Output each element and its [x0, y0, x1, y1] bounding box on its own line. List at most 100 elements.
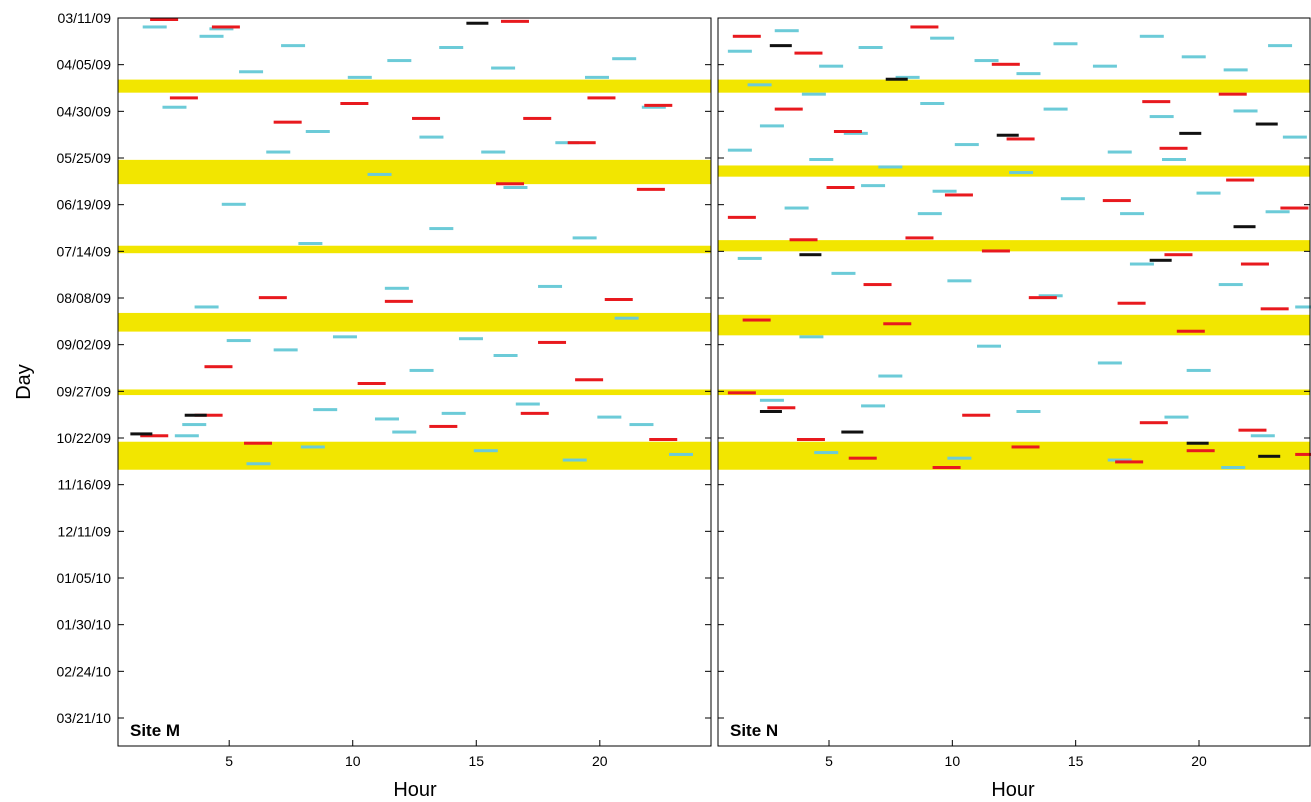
- cyan-mark: [727, 148, 752, 152]
- red-mark: [1115, 460, 1144, 464]
- cyan-mark: [1250, 434, 1275, 438]
- red-mark: [932, 466, 961, 469]
- red-mark: [244, 441, 273, 445]
- red-mark: [604, 298, 633, 301]
- cyan-mark: [861, 404, 886, 408]
- no-data-band: [118, 245, 711, 254]
- cyan-mark: [1043, 107, 1068, 111]
- red-mark: [944, 193, 973, 197]
- cyan-mark: [491, 66, 516, 70]
- red-mark: [1238, 428, 1267, 432]
- red-mark: [273, 120, 302, 124]
- red-mark: [826, 186, 855, 189]
- red-mark: [1159, 146, 1188, 150]
- panel-frame: [717, 17, 1311, 747]
- red-mark: [796, 438, 825, 441]
- black-mark: [130, 432, 153, 436]
- red-mark: [991, 62, 1020, 66]
- y-tick-label: 07/14/09: [57, 243, 112, 259]
- cyan-mark: [932, 189, 957, 193]
- black-mark: [841, 430, 864, 434]
- cyan-mark: [493, 354, 518, 357]
- x-tick-label: 5: [225, 753, 233, 769]
- red-mark: [357, 382, 386, 385]
- cyan-mark: [1016, 410, 1041, 413]
- black-mark: [769, 44, 792, 48]
- cyan-mark: [1233, 109, 1258, 113]
- cyan-mark: [612, 57, 637, 61]
- cyan-mark: [313, 408, 338, 412]
- y-axis-label: Day: [13, 364, 35, 400]
- y-tick-label: 11/16/09: [58, 477, 112, 493]
- cyan-mark: [629, 423, 654, 427]
- red-mark: [848, 456, 877, 460]
- cyan-mark: [737, 256, 762, 260]
- cyan-mark: [584, 75, 609, 79]
- y-tick-label: 06/19/09: [57, 197, 112, 213]
- red-mark: [1006, 137, 1035, 141]
- cyan-mark: [1282, 135, 1307, 139]
- red-mark: [169, 96, 198, 100]
- cyan-mark: [199, 34, 224, 38]
- cyan-mark: [174, 434, 199, 438]
- red-mark: [538, 340, 567, 344]
- cyan-mark: [1223, 68, 1248, 72]
- cyan-mark: [439, 46, 464, 49]
- no-data-band: [718, 314, 1310, 336]
- red-mark: [863, 283, 892, 287]
- cyan-mark: [759, 398, 784, 402]
- x-tick-label: 5: [825, 753, 833, 769]
- cyan-mark: [774, 29, 799, 33]
- cyan-mark: [458, 337, 483, 341]
- y-tick-label: 05/25/09: [57, 150, 112, 166]
- red-mark: [384, 299, 413, 303]
- red-mark: [1164, 253, 1193, 257]
- red-mark: [794, 51, 823, 55]
- red-mark: [211, 25, 240, 29]
- cyan-mark: [142, 25, 167, 29]
- red-mark: [1028, 296, 1057, 300]
- red-mark: [962, 413, 991, 417]
- y-tick-labels: 03/11/09 04/05/09 04/30/09 05/25/09 06/19/09…: [57, 10, 112, 726]
- cyan-mark: [555, 141, 580, 145]
- cyan-mark: [441, 411, 466, 415]
- cyan-mark: [1265, 210, 1290, 214]
- cyan-mark: [799, 335, 824, 339]
- red-mark: [727, 391, 756, 395]
- cyan-mark: [1016, 72, 1041, 76]
- cyan-mark: [1097, 361, 1122, 365]
- cyan-mark: [614, 316, 639, 320]
- red-mark: [412, 116, 441, 120]
- cyan-mark: [300, 445, 325, 449]
- red-mark: [905, 236, 934, 240]
- panel-background: [718, 18, 1310, 746]
- cyan-mark: [1107, 150, 1132, 154]
- x-tick-label: 10: [345, 753, 361, 769]
- cyan-mark: [1107, 458, 1132, 462]
- red-mark: [520, 411, 549, 415]
- red-mark: [883, 322, 912, 326]
- cyan-mark: [281, 44, 306, 48]
- cyan-mark: [947, 279, 972, 283]
- red-mark: [833, 130, 862, 133]
- red-mark: [523, 116, 552, 120]
- black-mark: [1186, 441, 1209, 445]
- cyan-mark: [801, 92, 826, 96]
- cyan-mark: [392, 430, 417, 434]
- black-mark: [466, 21, 489, 25]
- y-tick-label: 04/30/09: [57, 103, 112, 119]
- red-mark: [727, 215, 756, 219]
- red-mark: [429, 424, 458, 428]
- x-tick-label: 10: [945, 753, 961, 769]
- cyan-mark: [298, 242, 323, 245]
- cyan-mark: [409, 368, 434, 372]
- cyan-mark: [1295, 305, 1311, 309]
- cyan-mark: [1218, 283, 1243, 287]
- red-mark: [1011, 445, 1040, 449]
- cyan-mark: [162, 105, 187, 109]
- red-mark: [981, 249, 1010, 253]
- no-data-band: [718, 240, 1310, 252]
- black-mark: [996, 133, 1019, 137]
- no-data-band: [118, 389, 711, 396]
